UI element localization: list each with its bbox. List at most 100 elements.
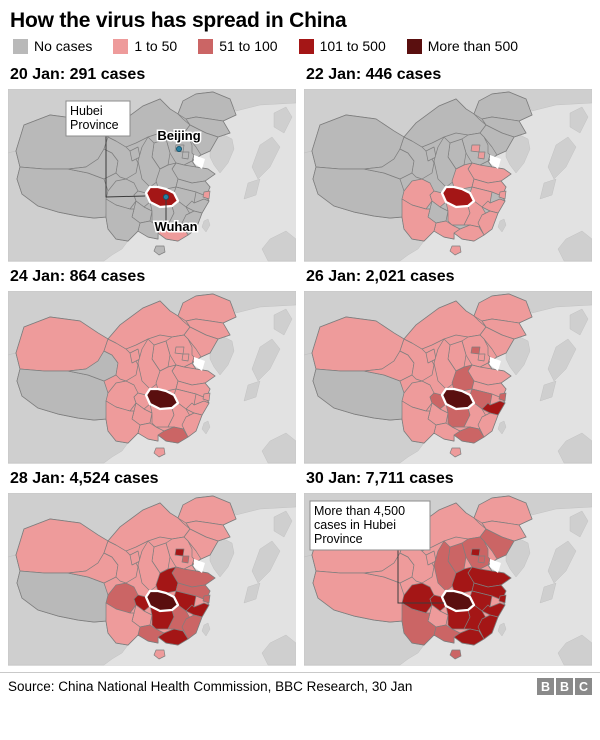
legend-label: 101 to 500 (319, 38, 386, 54)
callout-text-line: Province (70, 118, 119, 132)
bohai-sea (194, 559, 205, 573)
province-guangdong (453, 426, 485, 444)
province-fujian (477, 210, 499, 236)
foreign-land (557, 432, 592, 464)
province-zhejiang (185, 198, 210, 214)
foreign-land (261, 230, 296, 262)
province-guangdong (453, 628, 485, 646)
province-beijing (470, 144, 481, 153)
province-guangxi (433, 624, 461, 644)
province-shanghai (498, 392, 507, 402)
page-title: How the virus has spread in China (10, 9, 347, 32)
bbc-logo-block: B (556, 678, 573, 695)
foreign-land (261, 634, 296, 666)
province-guangxi (137, 624, 165, 644)
province-shanghai (202, 392, 211, 402)
foreign-land (569, 106, 589, 134)
legend-label: 51 to 100 (219, 38, 278, 54)
province-tianjin (477, 555, 486, 564)
bohai-sea (194, 357, 205, 371)
province-tianjin (477, 151, 486, 160)
foreign-land (201, 218, 211, 233)
province-shanghai (202, 594, 211, 604)
bohai-sea (490, 155, 501, 169)
province-guangxi (433, 220, 461, 240)
legend-label: 1 to 50 (134, 38, 178, 54)
province-fujian (477, 412, 499, 438)
foreign-land (273, 308, 293, 336)
legend-label: More than 500 (427, 38, 519, 54)
bbc-logo-block: B (537, 678, 554, 695)
province-fujian (181, 614, 203, 640)
province-fujian (181, 210, 203, 236)
province-beijing (174, 346, 185, 355)
province-yunnan (105, 602, 141, 646)
province-guangdong (453, 224, 485, 242)
foreign-land (243, 582, 261, 604)
province-shanghai (498, 190, 507, 200)
foreign-land (497, 420, 507, 435)
province-guangdong (157, 224, 189, 242)
map-24-jan (8, 291, 296, 464)
bbc-logo-block: C (575, 678, 592, 695)
legend-item-none: No cases (13, 38, 92, 54)
map-22-jan (304, 89, 592, 262)
foreign-land (569, 510, 589, 538)
city-label-beijing: Beijing (157, 128, 200, 143)
province-yunnan (105, 400, 141, 444)
map-28-jan (8, 493, 296, 666)
foreign-land (547, 338, 577, 382)
province-zhejiang (185, 602, 210, 618)
province-beijing (470, 548, 481, 557)
province-zhejiang (185, 400, 210, 416)
legend-item-c51_100: 51 to 100 (198, 38, 278, 54)
province-zhejiang (481, 400, 506, 416)
province-hainan (449, 649, 462, 660)
callout-leader-line (105, 136, 146, 198)
foreign-land (539, 582, 557, 604)
foreign-land (497, 622, 507, 637)
province-fujian (181, 412, 203, 438)
legend-swatch-c101_500 (298, 38, 314, 54)
foreign-land (273, 106, 293, 134)
province-guangxi (433, 422, 461, 442)
panel-26-jan: 26 Jan: 2,021 cases (304, 265, 592, 464)
province-hainan (449, 245, 462, 256)
legend-swatch-none (13, 38, 28, 54)
bohai-sea (490, 559, 501, 573)
province-hubei (440, 387, 476, 411)
foreign-land (569, 308, 589, 336)
city-dot-wuhan (162, 194, 169, 201)
province-yunnan (401, 602, 437, 646)
panel-title-22-jan: 22 Jan: 446 cases (306, 66, 442, 83)
province-guangxi (137, 220, 165, 240)
foreign-land (497, 218, 507, 233)
province-guangdong (157, 628, 189, 646)
callout-box (65, 100, 131, 137)
callout-text-line: cases in Hubei (314, 518, 396, 532)
province-beijing (470, 346, 481, 355)
panel-title-26-jan: 26 Jan: 2,021 cases (306, 268, 455, 285)
city-label-wuhan: Wuhan (154, 219, 197, 234)
province-tianjin (477, 353, 486, 362)
bohai-sea (490, 357, 501, 371)
panel-28-jan: 28 Jan: 4,524 cases (8, 467, 296, 666)
province-fujian (477, 614, 499, 640)
footer: Source: China National Health Commission… (0, 672, 600, 695)
panel-title-20-jan: 20 Jan: 291 cases (10, 66, 146, 83)
infographic: How the virus has spread in China No cas… (0, 9, 600, 740)
callout-text-line: Province (314, 532, 363, 546)
province-tianjin (181, 353, 190, 362)
province-hubei (144, 589, 180, 613)
panel-30-jan: 30 Jan: 7,711 cases More than 4,500 cases … (304, 467, 592, 666)
foreign-land (261, 432, 296, 464)
legend-swatch-c51_100 (198, 38, 214, 54)
panel-title-28-jan: 28 Jan: 4,524 cases (10, 470, 159, 487)
province-hubei (440, 589, 476, 613)
province-hainan (153, 245, 166, 256)
province-hainan (153, 649, 166, 660)
province-hainan (153, 447, 166, 458)
foreign-land (243, 380, 261, 402)
